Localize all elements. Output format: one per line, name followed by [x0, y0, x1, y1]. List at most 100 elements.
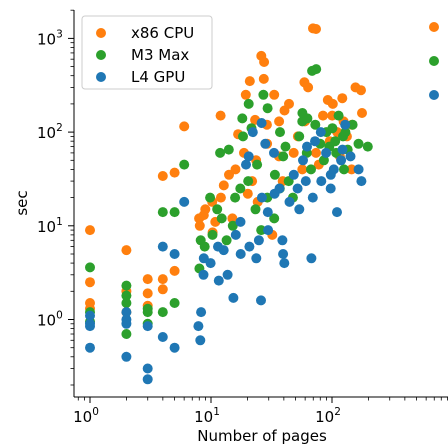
legend-marker-clipped — [429, 90, 439, 100]
data-point — [262, 103, 273, 114]
data-point — [294, 204, 305, 215]
data-point — [195, 335, 206, 346]
data-point — [262, 207, 273, 218]
data-point — [260, 138, 271, 149]
x-tick-label-exponent: 0 — [92, 406, 99, 418]
y-tick-label-exponent: 3 — [56, 28, 63, 40]
data-point — [315, 127, 326, 138]
data-point — [345, 151, 356, 162]
data-point — [332, 207, 342, 218]
data-point — [157, 207, 168, 218]
data-point — [306, 253, 317, 264]
data-point — [198, 210, 209, 221]
data-point — [142, 274, 153, 285]
data-point — [121, 298, 132, 308]
data-point — [157, 284, 168, 295]
data-point — [274, 183, 285, 194]
data-point — [337, 144, 348, 155]
data-point — [243, 151, 254, 162]
data-point — [198, 269, 209, 280]
data-point — [223, 144, 234, 155]
legend-entry-label: x86 CPU — [131, 24, 194, 42]
data-point — [269, 169, 280, 180]
data-point — [85, 277, 95, 288]
data-point — [230, 164, 241, 175]
data-point — [327, 98, 338, 109]
data-point — [284, 196, 295, 207]
data-point — [179, 121, 190, 132]
data-point — [251, 253, 262, 264]
data-point — [218, 180, 229, 191]
data-point — [85, 321, 95, 332]
data-point — [169, 342, 180, 353]
data-point — [244, 241, 255, 252]
data-point — [85, 262, 95, 273]
data-point — [356, 85, 366, 96]
data-point — [121, 245, 132, 256]
data-point — [307, 192, 318, 203]
data-point — [258, 73, 269, 84]
data-point — [121, 329, 132, 339]
data-point — [356, 176, 367, 187]
data-point — [298, 155, 308, 166]
data-point — [179, 159, 190, 170]
data-point — [222, 269, 233, 280]
data-point — [277, 235, 288, 246]
data-point — [169, 207, 180, 218]
data-point — [258, 89, 269, 100]
data-point — [194, 220, 205, 231]
data-point — [205, 258, 216, 269]
data-point — [303, 82, 314, 93]
data-point — [316, 176, 327, 187]
data-point — [85, 310, 95, 321]
data-point — [243, 98, 254, 109]
data-point — [169, 167, 180, 178]
data-point — [207, 229, 218, 240]
data-point — [179, 196, 190, 207]
data-point — [157, 274, 168, 285]
data-point — [230, 229, 241, 240]
data-point — [213, 275, 224, 286]
data-point — [142, 307, 153, 318]
data-point — [353, 164, 364, 175]
data-point — [357, 108, 367, 118]
data-point — [327, 123, 338, 134]
data-point — [157, 241, 168, 252]
data-point — [235, 249, 246, 259]
data-point — [169, 298, 180, 308]
data-point — [311, 64, 322, 75]
legend-entry-label: L4 GPU — [131, 68, 185, 86]
data-point — [310, 136, 320, 147]
data-point — [235, 216, 246, 227]
data-point — [157, 171, 168, 181]
data-point — [215, 147, 226, 158]
data-point — [205, 192, 216, 203]
y-tick-label-exponent: 1 — [56, 216, 63, 228]
data-point — [169, 249, 180, 259]
x-axis-label: Number of pages — [197, 427, 327, 445]
data-point — [221, 235, 232, 246]
data-point — [302, 141, 312, 152]
data-point — [121, 318, 132, 329]
legend-marker — [96, 50, 106, 60]
y-tick-label-exponent: 2 — [56, 122, 63, 134]
data-point — [215, 192, 226, 203]
data-point — [243, 176, 254, 187]
data-point — [333, 110, 344, 121]
data-point — [216, 213, 227, 224]
data-point — [230, 192, 241, 203]
data-point — [228, 292, 239, 303]
data-point — [237, 113, 248, 124]
data-point — [346, 164, 357, 175]
legend-marker-clipped — [429, 56, 439, 66]
data-point — [347, 119, 358, 130]
data-point — [169, 265, 180, 276]
data-point — [274, 116, 285, 127]
data-point — [311, 24, 321, 34]
data-point — [278, 151, 289, 162]
data-point — [288, 147, 299, 158]
data-point — [250, 204, 261, 215]
data-point — [244, 76, 255, 87]
legend-frame — [81, 15, 213, 90]
